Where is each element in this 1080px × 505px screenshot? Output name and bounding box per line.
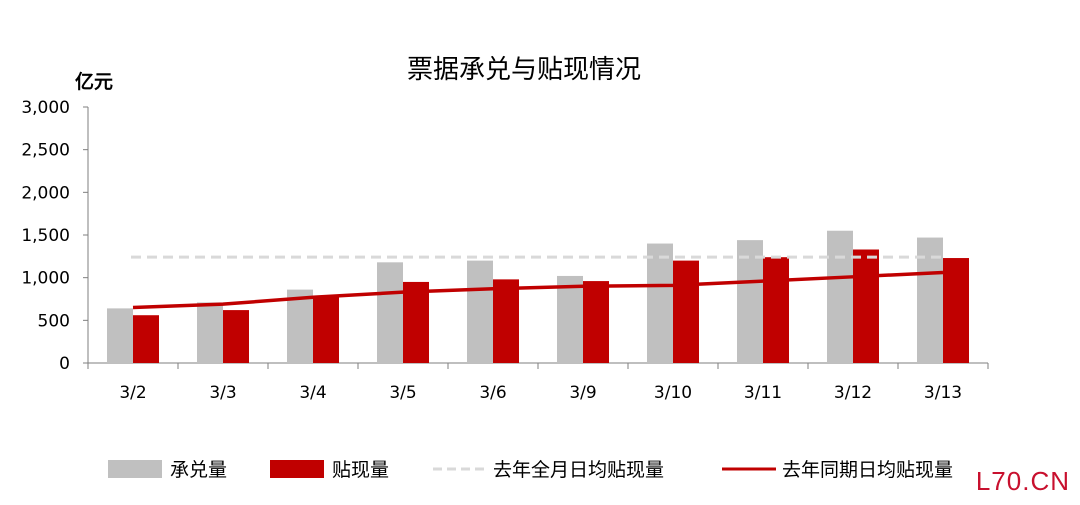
legend-label: 贴现量	[332, 459, 389, 481]
x-tick-label: 3/12	[834, 383, 872, 403]
acceptance-bar	[107, 308, 133, 363]
x-tick-label: 3/13	[924, 383, 962, 403]
y-tick-label: 3,000	[21, 98, 70, 118]
x-tick-label: 3/3	[209, 383, 236, 403]
legend-label: 去年全月日均贴现量	[493, 459, 664, 481]
acceptance-bar	[467, 260, 493, 363]
discount-bar	[763, 257, 789, 363]
y-tick-label: 1,500	[21, 226, 70, 246]
x-tick-label: 3/4	[299, 383, 326, 403]
y-tick-label: 500	[38, 311, 70, 331]
discount-bar	[853, 249, 879, 363]
y-tick-label: 0	[59, 354, 70, 374]
legend-label: 承兑量	[170, 459, 227, 481]
y-axis-label: 亿元	[75, 70, 113, 93]
discount-bar	[493, 279, 519, 363]
legend-swatch	[270, 460, 324, 478]
discount-bar	[403, 281, 429, 363]
discount-bar	[673, 260, 699, 363]
x-tick-label: 3/2	[119, 383, 146, 403]
legend-label: 去年同期日均贴现量	[782, 459, 953, 481]
x-tick-label: 3/9	[569, 383, 596, 403]
x-tick-label: 3/10	[654, 383, 692, 403]
acceptance-bar	[197, 302, 223, 363]
discount-bar	[133, 315, 159, 363]
y-tick-label: 2,500	[21, 141, 70, 161]
acceptance-bar	[287, 289, 313, 363]
acceptance-bar	[557, 275, 583, 363]
discount-bar	[223, 310, 249, 363]
x-tick-label: 3/11	[744, 383, 782, 403]
y-tick-label: 2,000	[21, 183, 70, 203]
acceptance-bar	[827, 230, 853, 363]
plot-area: 0 500 1,000 1,500 2,000 2,500 3,000 3/2 3/3 3/4 3/…	[21, 98, 989, 403]
x-tick-label: 3/6	[479, 383, 506, 403]
x-tick-label: 3/5	[389, 383, 416, 403]
watermark: L70.CN	[975, 466, 1070, 496]
y-tick-label: 1,000	[21, 269, 70, 289]
acceptance-bar	[377, 262, 403, 363]
discount-bar	[313, 295, 339, 363]
acceptance-bar	[647, 243, 673, 363]
acceptance-bar	[737, 240, 763, 363]
legend: 承兑量 贴现量 去年全月日均贴现量 去年同期日均贴现量	[108, 459, 953, 481]
last-year-period-avg-line	[132, 270, 944, 310]
discount-bar	[943, 258, 969, 363]
discount-bar	[583, 281, 609, 363]
legend-swatch	[108, 460, 162, 478]
chart-title: 票据承兑与贴现情况	[407, 55, 641, 85]
